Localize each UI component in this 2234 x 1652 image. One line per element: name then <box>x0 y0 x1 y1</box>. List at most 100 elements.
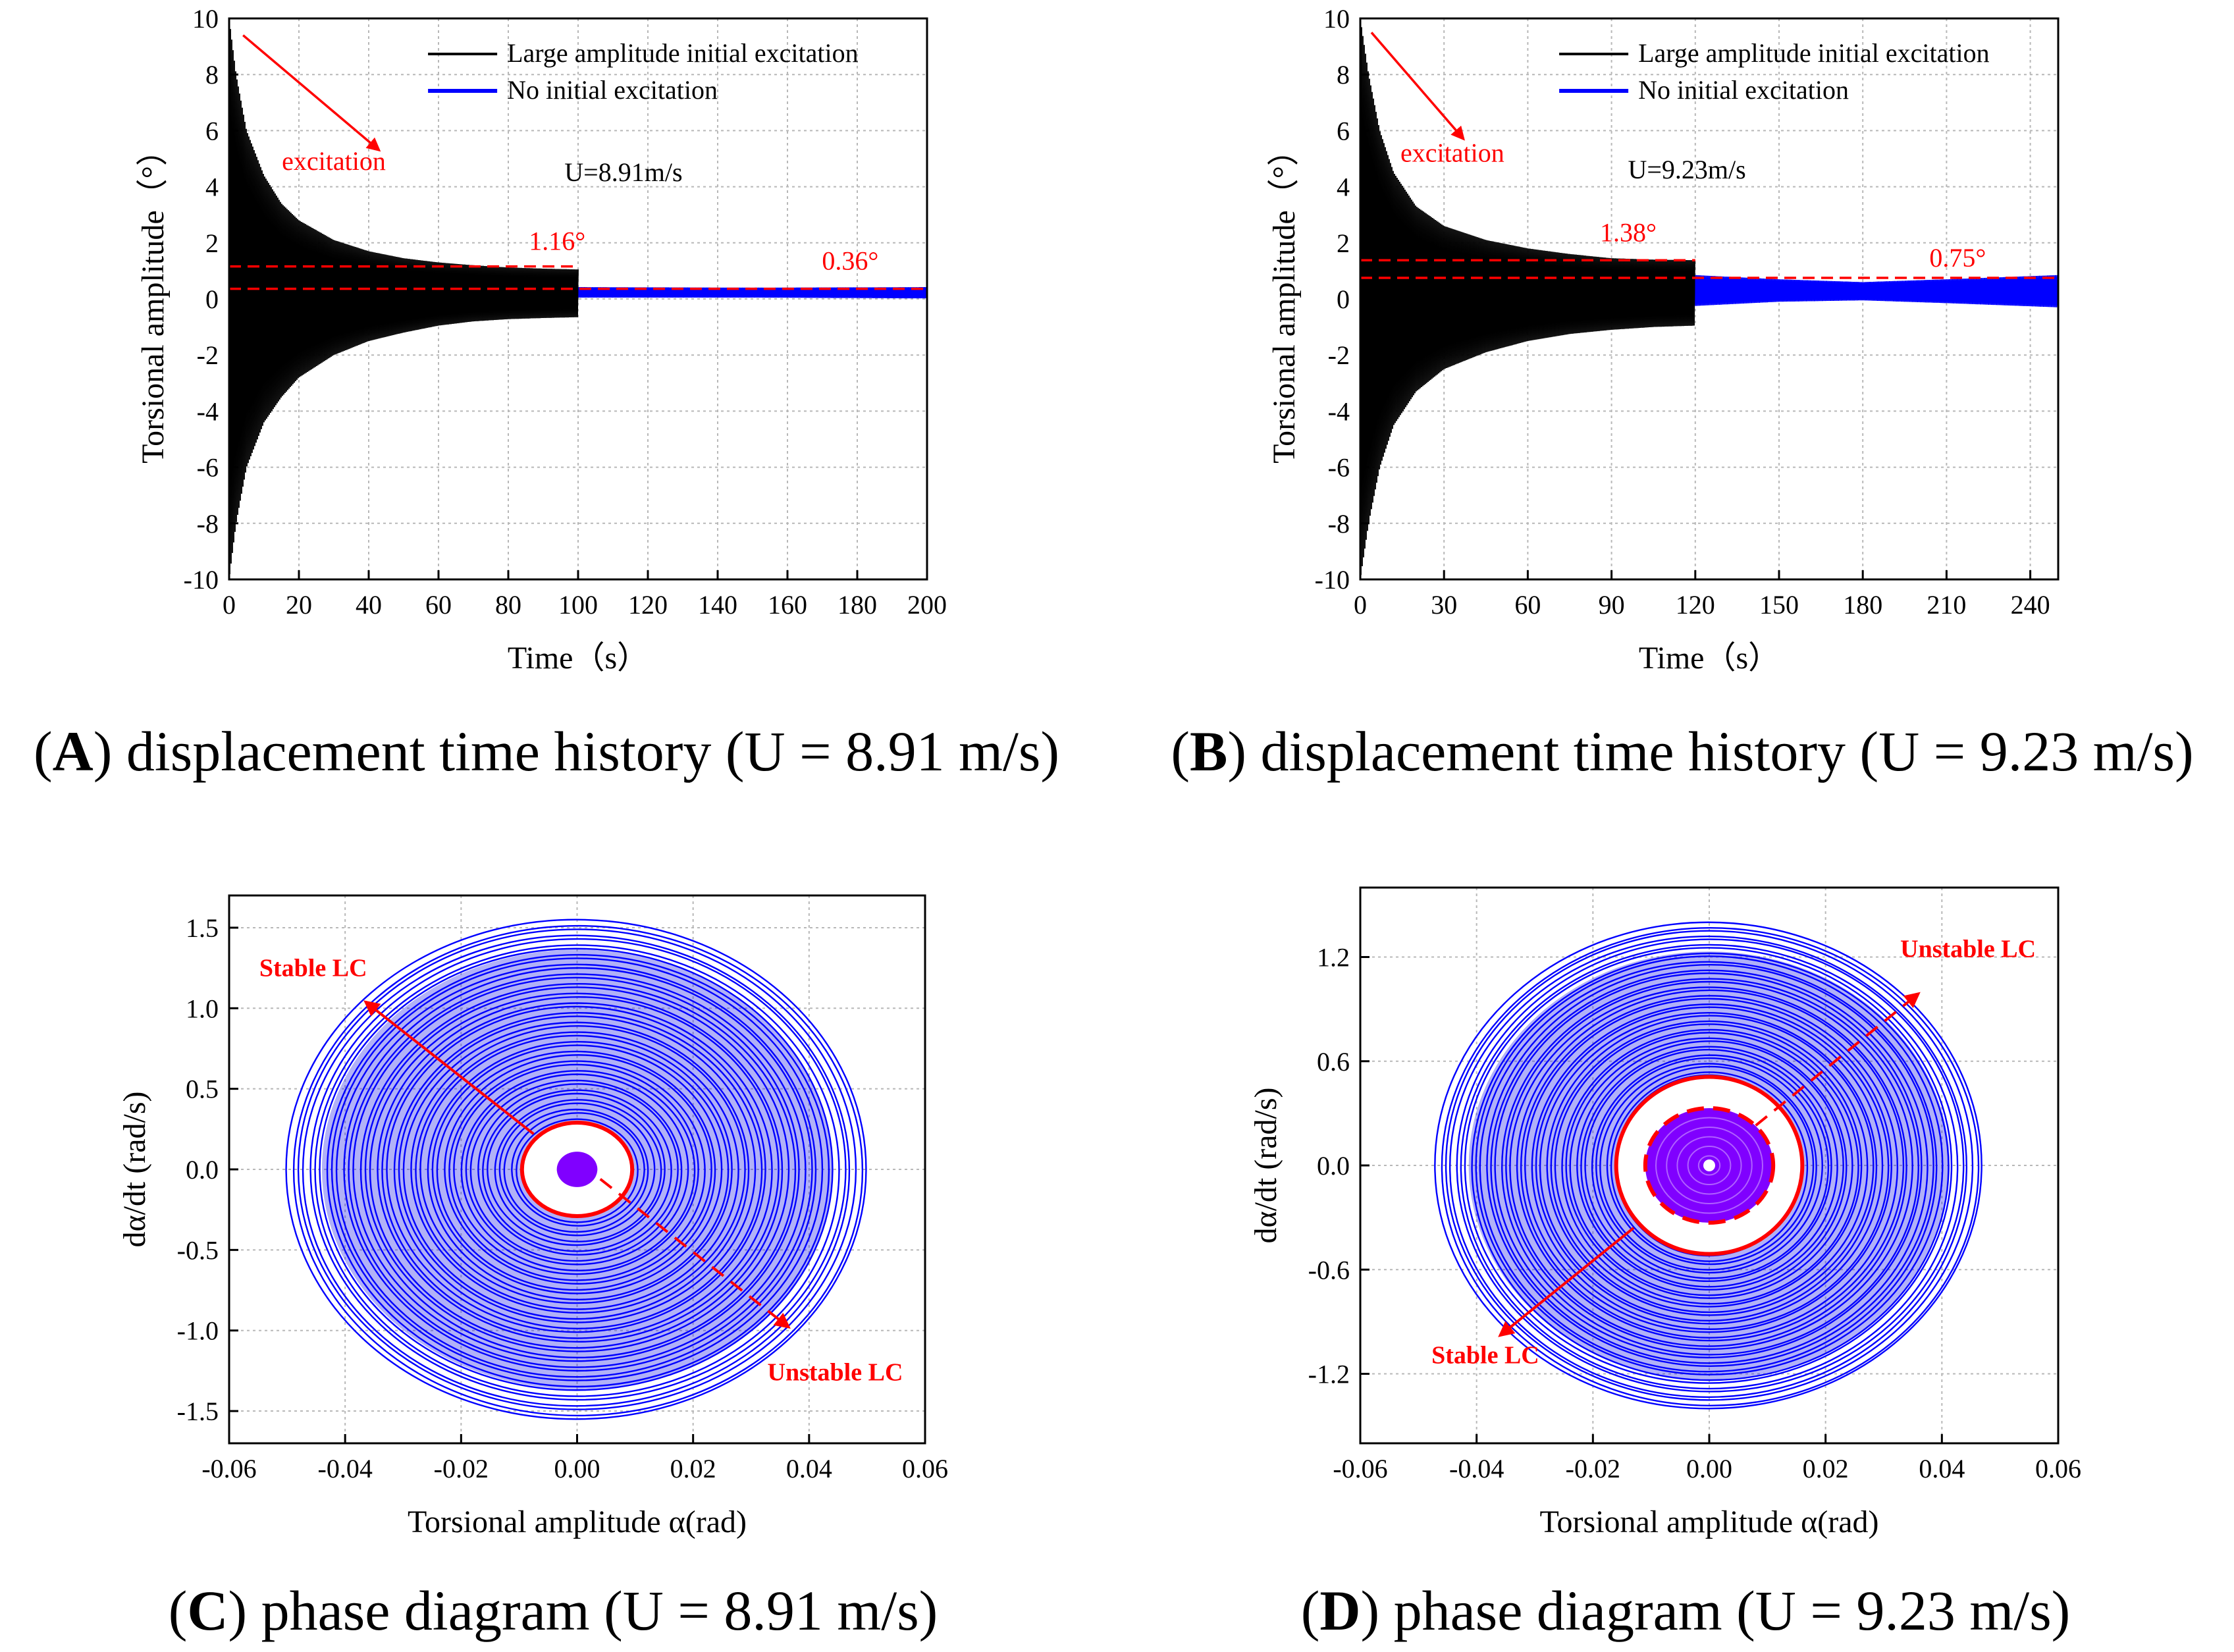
series-line-large-excitation-overlay <box>228 18 579 575</box>
caption-b-text: displacement time history (U = 9.23 m/s) <box>1261 720 2194 783</box>
trajectory-ring <box>436 1050 716 1291</box>
trajectory-ring <box>319 947 834 1391</box>
trajectory-ring <box>1550 1020 1869 1314</box>
limit-cycle-label: Unstable LC <box>1900 936 2036 963</box>
x-tick-label: 0 <box>1354 590 1367 620</box>
trajectory-ring <box>1599 1063 1817 1271</box>
annotation-label: 1.38° <box>1600 218 1657 248</box>
trajectory-ring <box>1606 1065 1815 1266</box>
x-tick-label: -0.04 <box>318 1454 373 1483</box>
velocity-label: U=8.91m/s <box>564 157 682 187</box>
x-tick-label: 100 <box>558 590 598 620</box>
caption-c: (C) phase diagram (U = 8.91 m/s) <box>169 1579 938 1642</box>
panel-c-phase-diagram: Stable LC Unstable LC -0.06 -0.04 -0.02 0.00 0… <box>117 894 948 1539</box>
trajectory-ring <box>1595 1057 1823 1274</box>
y-tick-label: 1.5 <box>186 913 219 943</box>
trajectory-ring <box>1591 1054 1830 1279</box>
trajectory-ring <box>1501 978 1919 1356</box>
trajectory-ring <box>398 1015 757 1323</box>
series-line-large-excitation-overlay <box>1360 18 1695 575</box>
trajectory-ring <box>477 1083 679 1256</box>
x-tick-label: 20 <box>286 590 312 620</box>
trajectory-ring <box>1505 980 1913 1350</box>
x-tick-label: 120 <box>628 590 668 620</box>
x-tick-label: 120 <box>1676 590 1715 620</box>
trajectory-ring <box>1460 944 1959 1390</box>
trajectory-ring <box>393 1011 763 1330</box>
y-tick-label: 4 <box>205 173 219 202</box>
trajectory-ring <box>352 976 800 1362</box>
caption-a-text: displacement time history (U = 8.91 m/s) <box>126 720 1059 783</box>
y-tick-label: -8 <box>1328 509 1350 539</box>
trajectory-ring <box>309 938 847 1401</box>
trajectory-ring <box>359 982 797 1359</box>
trajectory-ring <box>460 1070 696 1271</box>
y-tick-label: 6 <box>205 116 219 146</box>
panel-d-phase-diagram: Unstable LC Stable LC -0.06 -0.04 -0.02 0.00 0… <box>1248 886 2081 1539</box>
trajectory-ring <box>314 944 840 1397</box>
trajectory-ring <box>1516 989 1905 1342</box>
trajectory-ring <box>1524 998 1892 1333</box>
limit-cycle-label: Stable LC <box>1431 1342 1539 1370</box>
unstable-lc-arrow <box>1755 992 1921 1127</box>
y-tick-label: 2 <box>1337 228 1350 258</box>
x-tick-label: 0.02 <box>670 1454 716 1483</box>
x-tick-label: 140 <box>698 590 737 620</box>
annotation-label: 0.36° <box>822 246 878 275</box>
x-tick-label: 60 <box>425 590 452 620</box>
limit-cycle-label: Unstable LC <box>768 1359 903 1387</box>
trajectory-ring <box>335 963 817 1378</box>
stable-limit-cycle <box>1614 1075 1805 1256</box>
trajectory-ring <box>292 924 864 1417</box>
trajectory-ring <box>1434 921 1982 1410</box>
trajectory-ring <box>498 1102 656 1237</box>
y-tick-label: 0.0 <box>186 1155 219 1185</box>
unstable-lc-arrow <box>599 1178 791 1329</box>
trajectory-ring <box>369 992 784 1349</box>
y-tick-label: -4 <box>1328 396 1350 426</box>
x-tick-label: -0.02 <box>434 1454 489 1483</box>
stable-limit-cycle <box>519 1121 635 1218</box>
trajectory-ring <box>410 1025 746 1314</box>
y-axis-label: Torsional amplitude（°） <box>136 134 171 464</box>
trajectory-ring <box>1561 1028 1859 1305</box>
caption-a: (A) displacement time history (U = 8.91 … <box>34 720 1059 783</box>
trajectory-ring <box>503 1108 649 1233</box>
trajectory-ring <box>377 996 780 1343</box>
stable-lc-arrow <box>1498 1227 1635 1337</box>
y-axis-label: Torsional amplitude（°） <box>1267 134 1302 464</box>
x-tick-label: 0.00 <box>554 1454 600 1483</box>
y-tick-label: -4 <box>197 396 219 426</box>
x-axis-label: Time（s） <box>508 641 649 676</box>
x-tick-label: 0.04 <box>786 1454 832 1483</box>
inner-trajectory-ring <box>1697 1155 1721 1176</box>
trajectory-ring <box>1546 1015 1875 1316</box>
trajectory-ring <box>331 957 824 1381</box>
x-tick-label: 180 <box>1843 590 1882 620</box>
annotation-label: 0.75° <box>1929 243 1986 273</box>
trajectory-ring <box>326 953 830 1388</box>
velocity-label: U=9.23m/s <box>1628 155 1745 184</box>
y-axis-label: dα/dt (rad/s) <box>1248 1087 1283 1243</box>
y-tick-label: 0 <box>205 284 219 314</box>
inner-trajectory-ring <box>1666 1126 1753 1205</box>
x-tick-label: 200 <box>907 590 947 620</box>
legend: Large amplitude initial excitation No ini… <box>1559 38 1990 105</box>
trajectory-ring <box>364 986 790 1352</box>
inner-trajectory-blob <box>556 1152 598 1187</box>
trajectory-ring <box>444 1054 712 1285</box>
x-tick-label: 60 <box>1514 590 1541 620</box>
caption-c-text: phase diagram (U = 8.91 m/s) <box>261 1579 938 1642</box>
trajectory-ring <box>465 1073 689 1266</box>
inner-trajectory-ring <box>1687 1145 1732 1186</box>
trajectory-ring <box>348 973 807 1368</box>
legend-label: Large amplitude initial excitation <box>1638 38 1990 68</box>
x-tick-label: 40 <box>356 590 382 620</box>
x-tick-label: 30 <box>1431 590 1457 620</box>
trajectory-ring <box>1520 995 1899 1339</box>
trajectory-ring <box>1445 930 1974 1401</box>
y-tick-label: -6 <box>1328 453 1350 483</box>
y-tick-label: -10 <box>1315 565 1350 595</box>
x-tick-label: 150 <box>1759 590 1799 620</box>
